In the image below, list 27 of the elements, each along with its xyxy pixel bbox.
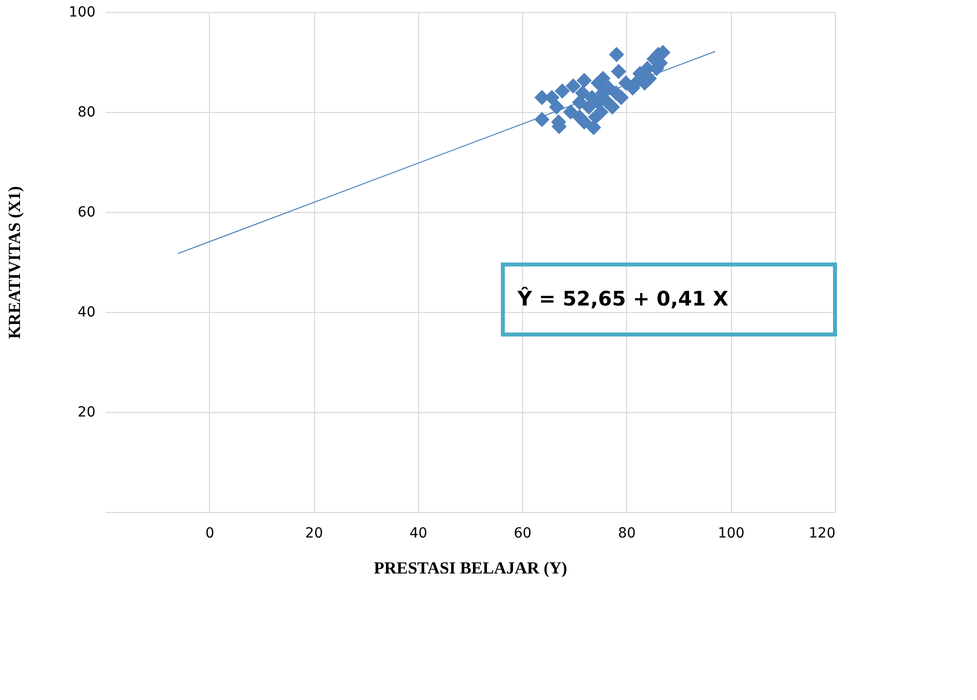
point [576, 114, 592, 130]
x-tick-label: 0 [205, 526, 214, 542]
y-tick-label: 40 [78, 304, 96, 320]
y-tick-label: 80 [78, 104, 96, 120]
point [595, 70, 611, 86]
point [548, 99, 564, 115]
annotation: Ŷ = 52,65 + 0,41 X [516, 286, 729, 310]
y-tick-label: 60 [78, 204, 96, 220]
point [554, 83, 570, 99]
point [576, 72, 592, 88]
point [586, 120, 602, 136]
point [593, 104, 608, 120]
x-tick-label: 20 [305, 526, 323, 542]
point [534, 112, 550, 128]
y-tick-label: 20 [78, 404, 96, 420]
y-tick-label: 100 [68, 4, 96, 20]
y-axis-title: KREATIVITAS (X1) [4, 186, 24, 339]
x-tick-label: 120 [808, 526, 836, 542]
point [604, 99, 620, 115]
point [608, 46, 624, 62]
point [611, 64, 626, 80]
x-tick-label: 80 [618, 526, 636, 542]
point [566, 78, 581, 94]
x-tick-label: 60 [514, 526, 532, 542]
x-tick-label: 40 [409, 526, 428, 542]
x-tick-label: 100 [718, 526, 745, 542]
x-axis-title: PRESTASI BELAJAR (Y) [374, 558, 568, 578]
